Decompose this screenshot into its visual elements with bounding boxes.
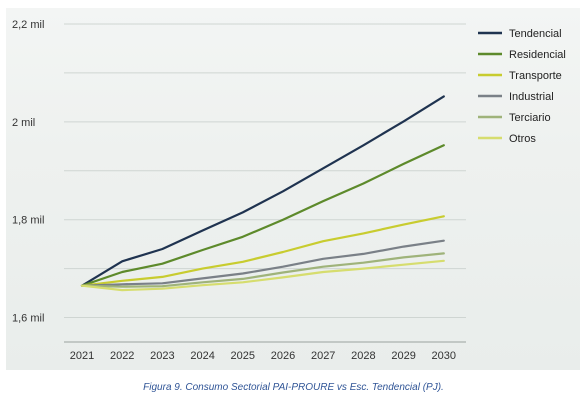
series-line-transporte [80,215,445,287]
y-axis-ticks: 1,6 mil 1,8 mil 2 mil 2,2 mil [12,19,44,325]
series-lines [80,95,445,292]
chart-area: 1,6 mil 1,8 mil 2 mil 2,2 mil 2021 2022 2023 2… [6,8,580,370]
y-tick-label: 2,2 mil [12,19,44,31]
legend-label: Otros [509,133,536,145]
x-tick-label: 2023 [150,350,174,362]
series-line-tendencial [80,95,445,287]
series-line-otros [80,259,445,292]
legend-label: Residencial [509,49,566,61]
x-tick-label: 2024 [190,350,214,362]
x-tick-label: 2022 [110,350,134,362]
x-tick-label: 2029 [391,350,415,362]
legend-label: Transporte [509,70,562,82]
x-tick-label: 2025 [231,350,255,362]
legend-label: Terciario [509,112,551,124]
x-axis-ticks: 2021 2022 2023 2024 2025 2026 2027 2028 2029 2030 [70,350,456,362]
x-tick-label: 2021 [70,350,94,362]
figure-caption: Figura 9. Consumo Sectorial PAI-PROURE v… [143,382,444,393]
legend: Tendencial Residencial Transporte Industria… [478,28,566,145]
series-line-industrial [80,239,445,287]
legend-label: Industrial [509,91,554,103]
x-tick-label: 2030 [432,350,456,362]
x-tick-label: 2028 [351,350,375,362]
y-tick-label: 2 mil [12,117,35,129]
grid-lines [64,23,466,343]
series-line-terciario [80,252,445,288]
x-tick-label: 2026 [271,350,295,362]
x-tick-label: 2027 [311,350,335,362]
y-tick-label: 1,8 mil [12,215,44,227]
series-line-residencial [80,144,445,287]
y-tick-label: 1,6 mil [12,313,44,325]
legend-label: Tendencial [509,28,562,40]
